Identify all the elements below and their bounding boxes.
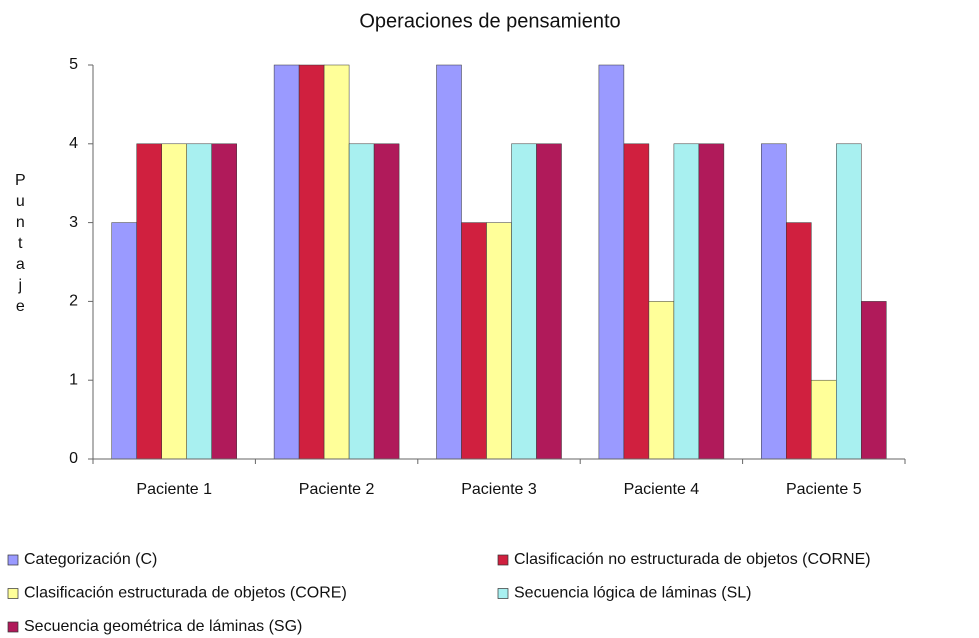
bar [211, 143, 237, 460]
bar [623, 143, 650, 460]
bar [348, 143, 375, 460]
x-tick-label: Paciente 2 [299, 481, 375, 498]
bar [111, 222, 137, 460]
y-tick-label: 5 [69, 56, 78, 73]
bar [273, 64, 300, 460]
bar [598, 64, 625, 460]
legend-swatch [497, 588, 509, 599]
legend-label: Categorización (C) [24, 551, 157, 568]
chart-title: Operaciones de pensamiento [359, 10, 620, 32]
bar [461, 222, 487, 460]
bar [323, 64, 350, 460]
y-axis-label: Puntaje [12, 172, 29, 319]
y-tick-label: 2 [69, 293, 78, 310]
x-tick-label: Paciente 5 [786, 481, 862, 498]
bar [836, 143, 862, 460]
legend-swatch [7, 554, 19, 566]
bar [698, 143, 725, 460]
bar [861, 301, 887, 460]
legend-label: Clasificación no estructurada de objetos… [514, 551, 871, 568]
legend-label: Secuencia geométrica de láminas (SG) [24, 618, 302, 635]
bar [648, 301, 675, 460]
bar [536, 143, 562, 460]
bar [186, 143, 212, 460]
y-tick-label: 1 [69, 371, 78, 388]
legend-swatch [7, 621, 19, 633]
bar [761, 143, 787, 460]
bar [298, 64, 325, 460]
bar [373, 143, 400, 460]
bar [673, 143, 700, 460]
legend-label: Secuencia lógica de láminas (SL) [514, 585, 751, 602]
bar [786, 222, 812, 460]
bar [486, 222, 512, 460]
y-tick-label: 3 [69, 214, 78, 231]
x-tick-label: Paciente 4 [624, 481, 700, 498]
x-tick-label: Paciente 1 [136, 481, 212, 498]
bar [136, 143, 162, 460]
bar [436, 64, 462, 460]
y-tick-label: 0 [69, 450, 78, 467]
legend-swatch [497, 554, 509, 566]
x-tick-label: Paciente 3 [461, 481, 537, 498]
bar [161, 143, 187, 460]
y-tick-label: 4 [69, 135, 78, 152]
legend-label: Clasificación estructurada de objetos (C… [24, 585, 347, 602]
legend-swatch [7, 588, 19, 599]
bar [511, 143, 537, 460]
bar [811, 379, 837, 460]
